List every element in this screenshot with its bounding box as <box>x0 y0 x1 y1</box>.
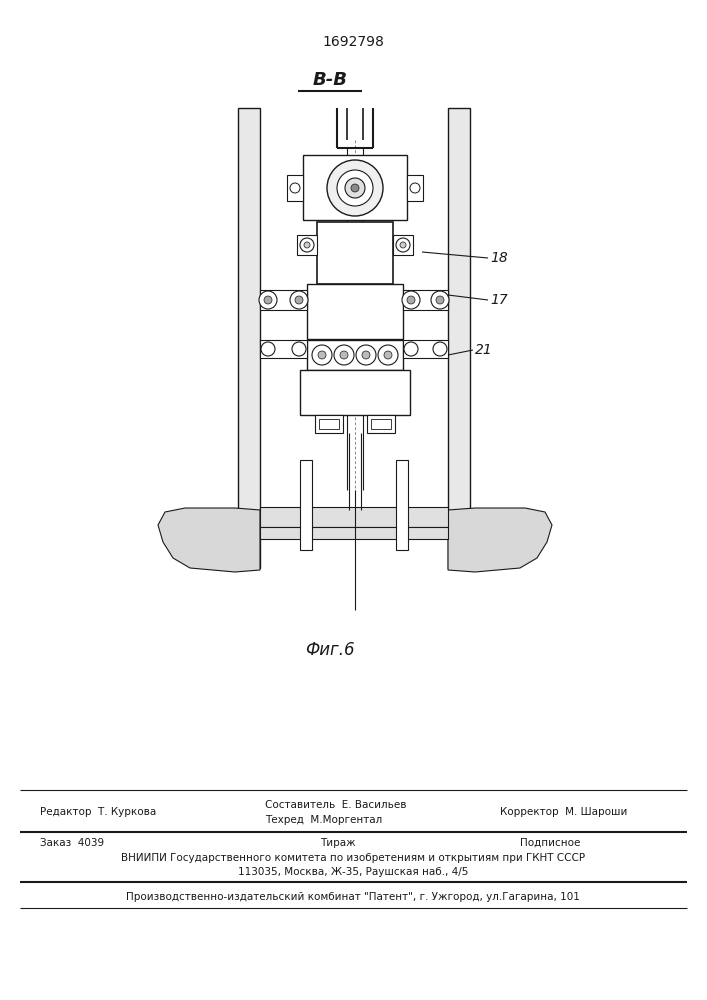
Bar <box>317 222 393 284</box>
Circle shape <box>410 183 420 193</box>
Circle shape <box>384 351 392 359</box>
Bar <box>367 415 395 433</box>
Polygon shape <box>448 508 552 572</box>
Circle shape <box>334 345 354 365</box>
Bar <box>371 419 391 429</box>
Bar <box>307 340 403 370</box>
Circle shape <box>261 342 275 356</box>
Bar <box>448 108 470 568</box>
Text: Техред  М.Моргентал: Техред М.Моргентал <box>265 815 382 825</box>
Circle shape <box>402 291 420 309</box>
Text: 113035, Москва, Ж-35, Раушская наб., 4/5: 113035, Москва, Ж-35, Раушская наб., 4/5 <box>238 867 468 877</box>
Circle shape <box>259 291 277 309</box>
Bar <box>307 284 403 339</box>
Circle shape <box>318 351 326 359</box>
Bar <box>260 290 307 310</box>
Circle shape <box>300 238 314 252</box>
Bar <box>260 507 448 527</box>
Bar <box>393 235 413 255</box>
Text: Тираж: Тираж <box>320 838 356 848</box>
Circle shape <box>400 242 406 248</box>
Circle shape <box>312 345 332 365</box>
Text: Заказ  4039: Заказ 4039 <box>40 838 104 848</box>
Polygon shape <box>158 508 260 572</box>
Text: 21: 21 <box>475 343 493 357</box>
Text: 1692798: 1692798 <box>322 35 384 49</box>
Text: Составитель  Е. Васильев: Составитель Е. Васильев <box>265 800 407 810</box>
Circle shape <box>327 160 383 216</box>
Text: Редактор  Т. Куркова: Редактор Т. Куркова <box>40 807 156 817</box>
Bar <box>287 175 303 201</box>
Circle shape <box>340 351 348 359</box>
Circle shape <box>362 351 370 359</box>
Circle shape <box>351 184 359 192</box>
Circle shape <box>407 296 415 304</box>
Circle shape <box>356 345 376 365</box>
Bar <box>303 155 407 220</box>
Bar <box>396 460 408 550</box>
Bar <box>319 419 339 429</box>
Text: 18: 18 <box>490 251 508 265</box>
Bar <box>238 108 260 568</box>
Circle shape <box>264 296 272 304</box>
Circle shape <box>396 238 410 252</box>
Bar <box>315 415 343 433</box>
Circle shape <box>378 345 398 365</box>
Text: В-В: В-В <box>312 71 348 89</box>
Bar <box>260 340 307 358</box>
Bar <box>297 235 317 255</box>
Circle shape <box>404 342 418 356</box>
Circle shape <box>436 296 444 304</box>
Bar <box>407 175 423 201</box>
Circle shape <box>290 183 300 193</box>
Circle shape <box>345 178 365 198</box>
Text: ВНИИПИ Государственного комитета по изобретениям и открытиям при ГКНТ СССР: ВНИИПИ Государственного комитета по изоб… <box>121 853 585 863</box>
Circle shape <box>295 296 303 304</box>
Bar <box>300 370 410 415</box>
Circle shape <box>290 291 308 309</box>
Text: Корректор  М. Шароши: Корректор М. Шароши <box>500 807 627 817</box>
Circle shape <box>433 342 447 356</box>
Bar <box>300 460 312 550</box>
Bar <box>260 527 448 539</box>
Circle shape <box>431 291 449 309</box>
Circle shape <box>292 342 306 356</box>
Text: Подписное: Подписное <box>520 838 580 848</box>
Text: Фиг.6: Фиг.6 <box>305 641 355 659</box>
Text: 17: 17 <box>490 293 508 307</box>
Circle shape <box>337 170 373 206</box>
Bar <box>403 340 448 358</box>
Bar <box>403 290 448 310</box>
Circle shape <box>304 242 310 248</box>
Text: Производственно-издательский комбинат "Патент", г. Ужгород, ул.Гагарина, 101: Производственно-издательский комбинат "П… <box>126 892 580 902</box>
